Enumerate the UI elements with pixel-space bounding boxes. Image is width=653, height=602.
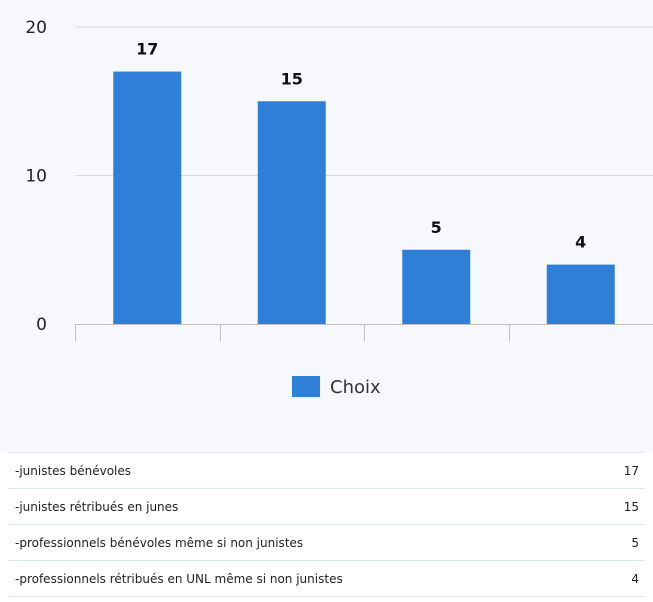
row-value: 5 (597, 524, 645, 561)
legend-swatch[interactable] (292, 376, 320, 397)
row-value: 15 (597, 488, 645, 525)
table-row: -professionnels bénévoles même si non ju… (9, 524, 645, 561)
table-row: -junistes bénévoles 17 (9, 452, 645, 489)
row-value: 4 (597, 560, 645, 597)
row-label: -junistes bénévoles (9, 452, 598, 489)
bar[interactable] (113, 71, 182, 324)
y-tick-label: 20 (25, 18, 47, 38)
data-label: 17 (136, 40, 158, 59)
table-row: -junistes rétribués en junes 15 (9, 488, 645, 525)
data-label: 15 (281, 69, 303, 88)
row-label: -professionnels rétribués en UNL même si… (9, 560, 598, 597)
row-label: -junistes rétribués en junes (9, 488, 598, 525)
legend[interactable]: Choix (292, 376, 381, 398)
row-label: -professionnels bénévoles même si non ju… (9, 524, 598, 561)
bar-chart: 0 10 20 17 15 5 4 Choix (25, 18, 653, 398)
row-value: 17 (597, 452, 645, 489)
data-table: -junistes bénévoles 17 -junistes rétribués… (9, 452, 645, 597)
y-axis-ticks: 0 10 20 (25, 18, 47, 335)
bar[interactable] (257, 101, 326, 324)
y-tick-label: 10 (25, 167, 47, 187)
data-labels: 17 15 5 4 (136, 40, 586, 252)
x-axis (75, 324, 653, 341)
bar[interactable] (546, 264, 615, 324)
bar[interactable] (402, 249, 471, 324)
table-row: -professionnels rétribués en UNL même si… (9, 560, 645, 597)
data-label: 4 (575, 233, 586, 252)
y-tick-label: 0 (36, 315, 47, 335)
legend-label[interactable]: Choix (330, 377, 381, 398)
bars (113, 71, 615, 324)
chart-area: 0 10 20 17 15 5 4 Choix (25, 18, 653, 398)
data-label: 5 (431, 218, 442, 237)
